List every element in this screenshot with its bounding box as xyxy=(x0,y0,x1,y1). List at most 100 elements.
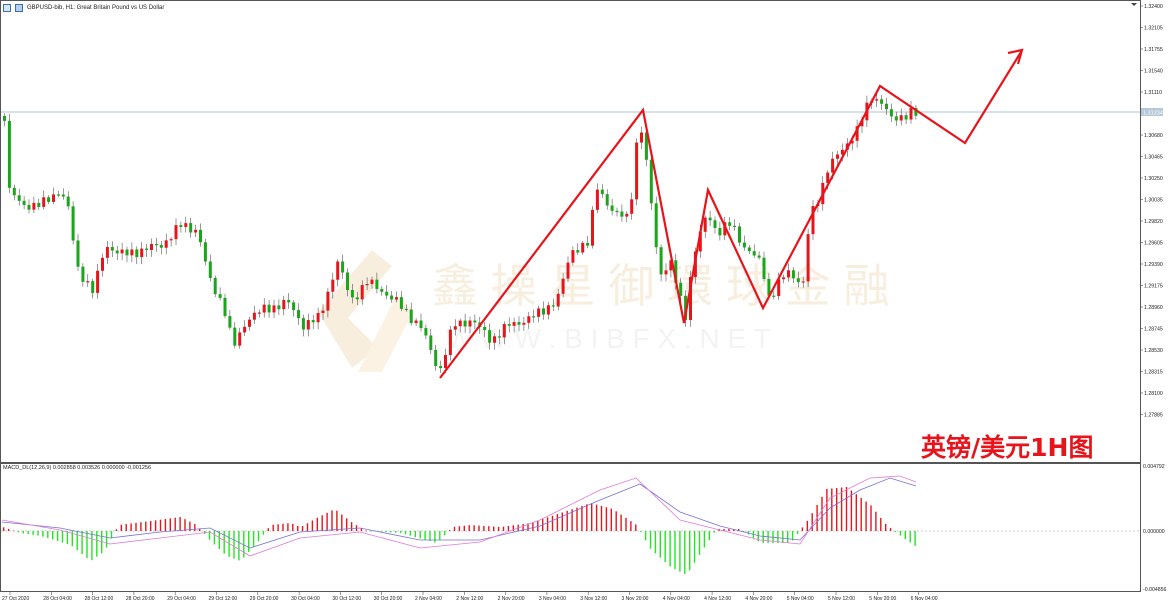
macd-bar xyxy=(546,517,549,531)
macd-bar xyxy=(130,523,132,531)
candle xyxy=(365,283,369,286)
candle xyxy=(277,305,281,310)
macd-bar xyxy=(787,531,789,543)
macd-bar xyxy=(66,531,69,545)
candle xyxy=(806,234,810,282)
macd-bar xyxy=(135,522,137,531)
macd-bar xyxy=(189,521,191,531)
time-tick-label: 2 Nov 20:00 xyxy=(498,596,525,602)
macd-bar xyxy=(448,530,451,531)
candle xyxy=(140,248,144,258)
macd-bar xyxy=(512,525,514,531)
scroll-marker-icon[interactable] xyxy=(1131,3,1137,6)
macd-bar xyxy=(478,525,480,531)
macd-bar xyxy=(17,531,20,533)
candle xyxy=(527,316,531,323)
macd-bar xyxy=(522,524,524,531)
candle xyxy=(17,195,21,201)
macd-bar xyxy=(184,519,186,531)
price-tick-label: 1.30250 xyxy=(1144,176,1163,182)
macd-bar xyxy=(341,514,343,531)
time-tick-label: 30 Oct 20:00 xyxy=(374,596,403,602)
macd-bar xyxy=(507,525,510,531)
candle xyxy=(267,304,271,313)
macd-bar xyxy=(571,509,573,531)
candle xyxy=(228,316,232,328)
chart-settings-icon[interactable] xyxy=(15,4,23,12)
macd-bar xyxy=(7,528,10,531)
time-tick-label: 3 Nov 20:00 xyxy=(622,596,649,602)
macd-bar xyxy=(238,531,240,561)
candle xyxy=(556,293,560,307)
macd-bar xyxy=(159,519,162,531)
candle xyxy=(728,222,732,226)
candle xyxy=(145,248,149,251)
candle xyxy=(703,217,707,232)
candle xyxy=(713,220,717,228)
main-pane-frame xyxy=(0,0,1141,463)
candle xyxy=(738,226,741,243)
macd-bar xyxy=(625,517,627,531)
candle xyxy=(311,320,315,323)
candle xyxy=(399,297,403,309)
macd-bar xyxy=(272,524,274,531)
macd-bar xyxy=(444,531,446,535)
candle xyxy=(811,206,815,235)
candle xyxy=(576,250,580,253)
price-tick-label: 1.29175 xyxy=(1144,284,1163,290)
macd-bar xyxy=(154,520,157,531)
macd-bar xyxy=(311,520,314,531)
macd-bar xyxy=(282,523,284,531)
candle xyxy=(321,310,325,314)
candle xyxy=(488,330,492,343)
macd-bar xyxy=(301,525,304,531)
candle xyxy=(135,249,139,258)
candle xyxy=(836,154,839,159)
candle xyxy=(551,305,555,307)
macd-bar xyxy=(110,531,113,539)
candle xyxy=(252,312,256,320)
time-tick-label: 3 Nov 04:00 xyxy=(539,596,566,602)
candle xyxy=(218,294,222,298)
macd-axis: 0.004792 0.000000 -0.004856 xyxy=(1143,464,1166,593)
macd-bar xyxy=(321,515,323,531)
candle xyxy=(458,320,462,327)
time-tick-label: 29 Oct 04:00 xyxy=(167,596,196,602)
chart-window-icon[interactable] xyxy=(3,4,11,12)
price-tick-label: 1.31755 xyxy=(1144,47,1163,53)
watermark-logo-icon xyxy=(318,250,392,368)
macd-bar xyxy=(826,488,828,531)
candle xyxy=(316,313,320,323)
candle xyxy=(483,326,487,331)
macd-bar xyxy=(404,531,407,535)
candle xyxy=(880,99,884,104)
macd-bar xyxy=(96,531,98,557)
price-tick-label: 1.32400 xyxy=(1144,4,1163,10)
candle xyxy=(76,240,80,267)
price-tick-label: 1.28530 xyxy=(1144,348,1163,354)
macd-bar xyxy=(693,531,696,563)
candle xyxy=(91,281,95,293)
macd-bar xyxy=(199,528,201,531)
candle xyxy=(684,295,688,321)
macd-bar xyxy=(350,522,353,531)
macd-bar xyxy=(576,507,578,531)
macd-bar xyxy=(140,522,142,531)
macd-bar xyxy=(47,531,49,539)
time-tick-label: 27 Oct 2020 xyxy=(2,596,29,602)
time-tick-label: 28 Oct 20:00 xyxy=(126,596,155,602)
watermark-logo-icon-2 xyxy=(358,296,414,372)
candle xyxy=(169,239,173,241)
time-axis: 27 Oct 2020 28 Oct 04:00 28 Oct 12:00 28 Oc… xyxy=(2,592,938,602)
candle xyxy=(502,324,506,338)
candle xyxy=(115,250,119,254)
macd-bar xyxy=(208,531,211,540)
candle xyxy=(840,149,844,155)
candle xyxy=(885,103,888,110)
macd-bar xyxy=(698,531,701,555)
macd-bar xyxy=(169,518,171,531)
macd-bar xyxy=(71,531,73,547)
time-tick-label: 28 Oct 04:00 xyxy=(43,596,72,602)
macd-bar xyxy=(120,524,122,531)
